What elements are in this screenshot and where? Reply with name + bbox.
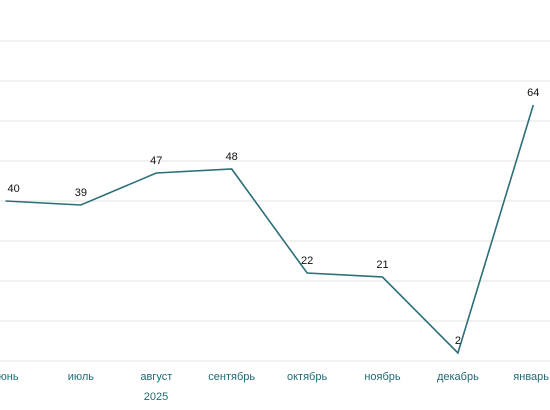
data-label: 47 [150,155,162,167]
x-tick-label: сентябрь [208,371,255,383]
x-tick-label: ноябрь [364,371,401,383]
data-label: 2 [455,335,461,347]
data-label: 64 [527,87,539,99]
x-tick-label: январь [513,371,549,383]
data-label: 22 [301,255,313,267]
data-label: 48 [226,151,238,163]
x-tick-label: август [140,371,172,383]
data-label: 21 [376,259,388,271]
x-tick-label: июнь [0,371,19,383]
data-label: 39 [75,187,87,199]
x-tick-label: октябрь [287,371,327,383]
year-label: 2025 [144,391,168,403]
data-line [5,104,535,355]
data-label: 40 [8,183,20,195]
x-tick-label: декабрь [437,371,479,383]
x-tick-label: июль [68,371,95,383]
